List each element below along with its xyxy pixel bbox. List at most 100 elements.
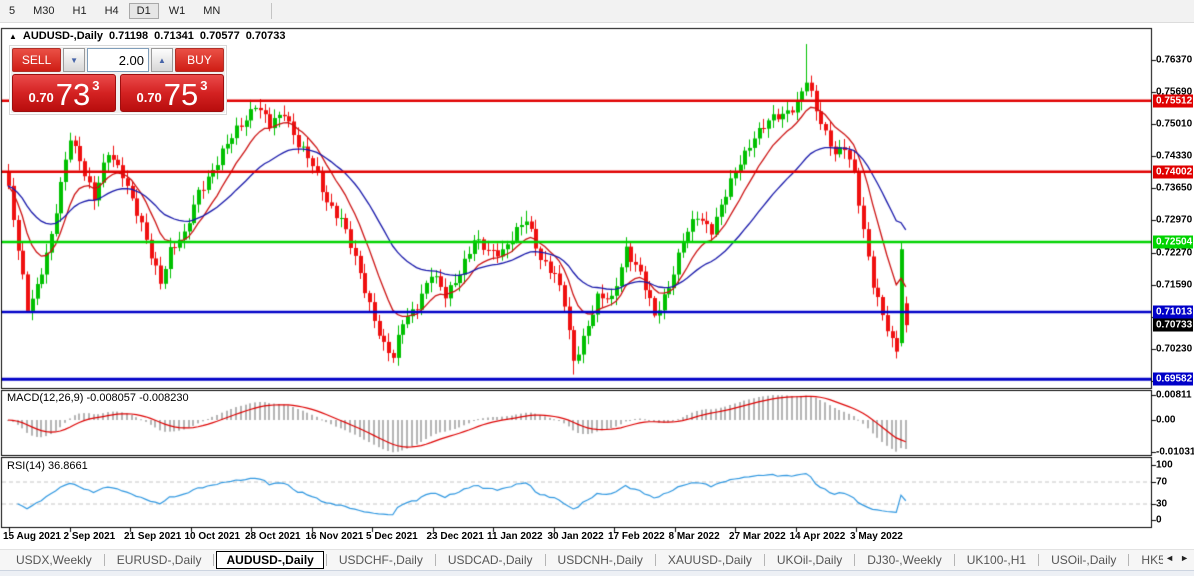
tab-scroll-left-icon[interactable]: ◄ xyxy=(1165,553,1175,563)
price-tick-label: 0.76370 xyxy=(1156,54,1193,66)
bar-open-value: 0.71198 xyxy=(109,30,149,42)
price-level-badge: 0.70733 xyxy=(1153,318,1193,332)
sell-price-prefix: 0.70 xyxy=(28,90,54,105)
macd-indicator-header: MACD(12,26,9) -0.008057 -0.008230 xyxy=(7,392,189,404)
tab-separator xyxy=(854,554,856,566)
volume-increase-button[interactable]: ▲ xyxy=(151,48,173,72)
tab-usdcnh-daily[interactable]: USDCNH-,Daily xyxy=(557,553,643,567)
price-tick-label: 0.75690 xyxy=(1156,86,1193,98)
tab-separator xyxy=(763,554,765,566)
timeframe-toolbar: 5 M30 H1 H4 D1 W1 MN xyxy=(0,0,1194,23)
rsi-axis-label: 100 xyxy=(1156,459,1173,471)
date-label: 11 Jan 2022 xyxy=(487,531,543,542)
rsi-value: 36.8661 xyxy=(47,460,88,472)
date-label: 16 Nov 2021 xyxy=(305,531,364,542)
rsi-axis-label: 30 xyxy=(1156,498,1168,509)
buy-button[interactable]: BUY xyxy=(174,48,224,72)
tab-ukoil-daily[interactable]: UKOil-,Daily xyxy=(776,553,843,567)
timeframe-m30[interactable]: M30 xyxy=(33,5,55,17)
date-label: 8 Mar 2022 xyxy=(668,531,720,542)
sell-price-pip: 3 xyxy=(92,78,100,93)
tab-audusd-daily[interactable]: AUDUSD-,Daily xyxy=(216,551,324,569)
rsi-axis-label: 70 xyxy=(1156,476,1168,487)
bar-high-value: 0.71341 xyxy=(154,30,194,42)
volume-input[interactable] xyxy=(87,48,149,72)
tab-scroll-right-icon[interactable]: ► xyxy=(1180,553,1189,563)
buy-quote[interactable]: 0.70 75 3 xyxy=(120,74,224,112)
tab-separator xyxy=(1128,554,1130,566)
tab-uk100-h1[interactable]: UK100-,H1 xyxy=(966,553,1027,567)
macd-title: MACD(12,26,9) xyxy=(7,392,84,404)
one-click-trade-panel: SELL ▼ ▲ BUY 0.70 73 3 0.70 75 3 xyxy=(9,45,227,115)
date-label: 30 Jan 2022 xyxy=(547,531,604,542)
rsi-title: RSI(14) xyxy=(7,460,45,472)
tab-xauusd-daily[interactable]: XAUUSD-,Daily xyxy=(667,553,752,567)
date-label: 28 Oct 2021 xyxy=(245,531,301,542)
sell-quote[interactable]: 0.70 73 3 xyxy=(12,74,116,112)
tab-separator xyxy=(1038,554,1040,566)
tab-usdx-weekly[interactable]: USDX,Weekly xyxy=(16,553,92,567)
buy-price-big: 75 xyxy=(163,76,199,112)
date-label: 17 Feb 2022 xyxy=(608,531,665,542)
date-label: 10 Oct 2021 xyxy=(184,531,241,542)
price-tick-label: 0.73650 xyxy=(1156,182,1193,194)
timeframe-w1[interactable]: W1 xyxy=(168,5,186,17)
volume-decrease-button[interactable]: ▼ xyxy=(63,48,85,72)
tab-separator xyxy=(103,554,105,566)
date-label: 3 May 2022 xyxy=(850,531,903,542)
collapse-panel-icon[interactable]: ▲ xyxy=(9,31,17,41)
tab-separator xyxy=(654,554,656,566)
date-label: 5 Dec 2021 xyxy=(366,531,418,542)
date-label: 2 Sep 2021 xyxy=(63,531,116,542)
buy-price-prefix: 0.70 xyxy=(136,90,162,105)
macd-axis-label: 0.00 xyxy=(1156,414,1176,426)
price-tick-label: 0.74330 xyxy=(1156,150,1193,162)
timeframe-mn[interactable]: MN xyxy=(203,5,221,17)
price-tick-label: 0.71590 xyxy=(1156,279,1193,291)
macd-values: -0.008057 -0.008230 xyxy=(86,392,189,404)
bar-low-value: 0.70577 xyxy=(199,30,240,42)
symbol-title: AUDUSD-,Daily xyxy=(22,30,103,42)
tab-usdcad-daily[interactable]: USDCAD-,Daily xyxy=(447,553,533,567)
bar-close-value: 0.70733 xyxy=(245,30,286,42)
toolbar-separator xyxy=(271,3,273,19)
date-label: 23 Dec 2021 xyxy=(426,531,484,542)
timeframe-5[interactable]: 5 xyxy=(9,5,16,17)
tab-separator xyxy=(953,554,955,566)
tab-separator xyxy=(213,554,215,566)
price-tick-label: 0.72270 xyxy=(1156,247,1193,259)
rsi-indicator-header: RSI(14) 36.8661 xyxy=(7,460,88,472)
price-level-badge: 0.74002 xyxy=(1153,165,1193,179)
tab-dj30-weekly[interactable]: DJ30-,Weekly xyxy=(867,553,942,567)
tab-separator xyxy=(325,554,327,566)
date-label: 27 Mar 2022 xyxy=(729,531,786,542)
macd-axis-label: 0.00811 xyxy=(1156,389,1192,401)
tab-separator xyxy=(434,554,436,566)
price-tick-label: 0.72970 xyxy=(1156,214,1193,226)
date-label: 21 Sep 2021 xyxy=(124,531,182,542)
date-label: 14 Apr 2022 xyxy=(789,531,846,542)
tab-separator xyxy=(544,554,546,566)
tab-hk5[interactable]: HK5 xyxy=(1141,553,1165,567)
chart-tab-bar: USDX,Weekly EURUSD-,Daily AUDUSD-,Daily USD… xyxy=(0,549,1194,570)
chart-symbol-header: ▲ AUDUSD-,Daily 0.71198 0.71341 0.70577 … xyxy=(9,30,285,42)
timeframe-h4[interactable]: H4 xyxy=(104,5,119,17)
price-level-badge: 0.72504 xyxy=(1153,235,1193,249)
sell-button[interactable]: SELL xyxy=(12,48,62,72)
price-level-badge: 0.71013 xyxy=(1153,305,1193,319)
window-bottom-strip xyxy=(0,570,1194,576)
tab-usoil-daily[interactable]: USOil-,Daily xyxy=(1051,553,1117,567)
date-label: 15 Aug 2021 xyxy=(3,531,61,542)
tab-usdchf-daily[interactable]: USDCHF-,Daily xyxy=(338,553,423,567)
price-tick-label: 0.70230 xyxy=(1156,343,1193,355)
price-tick-label: 0.75010 xyxy=(1156,118,1193,130)
price-level-badge: 0.75512 xyxy=(1153,94,1193,108)
price-level-badge: 0.69582 xyxy=(1153,372,1193,386)
timeframe-h1[interactable]: H1 xyxy=(72,5,87,17)
timeframe-d1[interactable]: D1 xyxy=(128,3,159,19)
tab-eurusd-daily[interactable]: EURUSD-,Daily xyxy=(116,553,202,567)
sell-price-big: 73 xyxy=(55,76,91,112)
buy-price-pip: 3 xyxy=(200,78,208,93)
